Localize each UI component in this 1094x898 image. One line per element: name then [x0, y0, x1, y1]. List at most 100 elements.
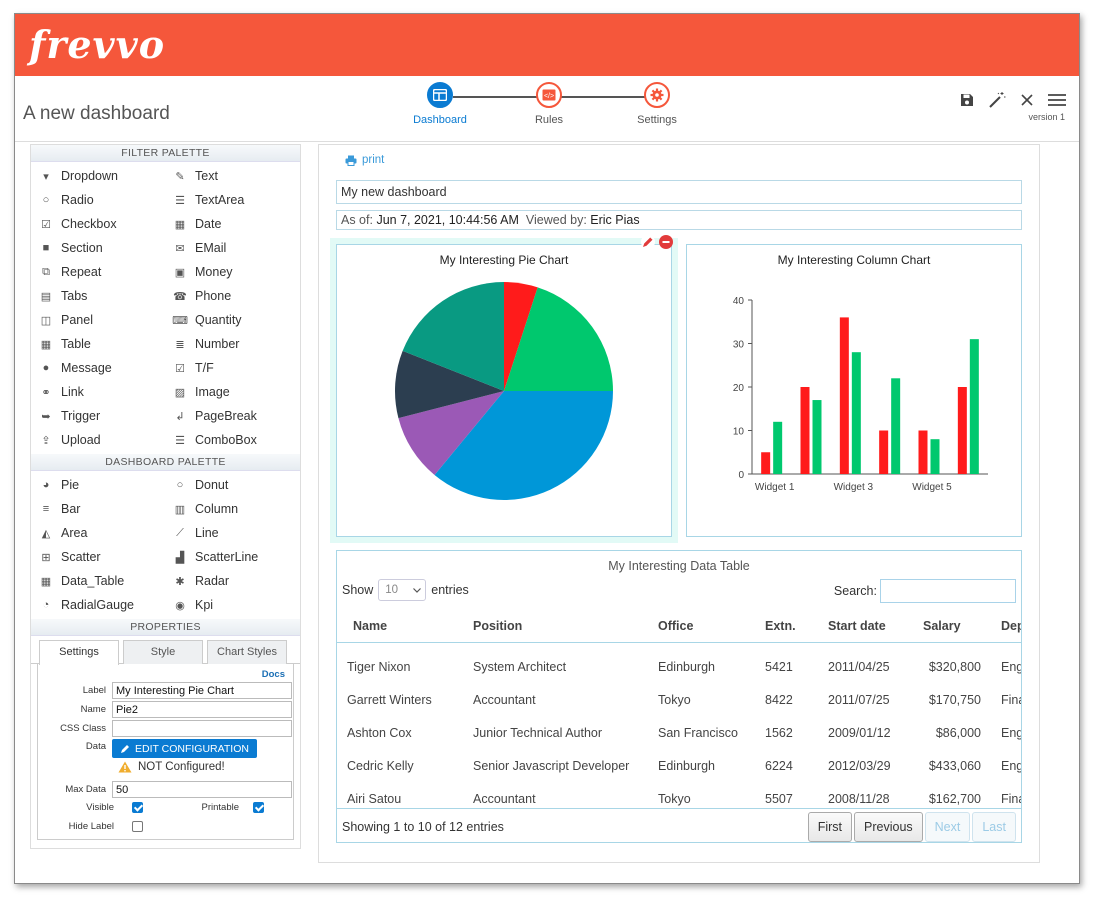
palette-item-email[interactable]: ✉ EMail: [173, 236, 307, 260]
tab-style[interactable]: Style: [123, 640, 203, 664]
step-dashboard[interactable]: Dashboard: [400, 82, 480, 126]
palette-item-number[interactable]: ≣ Number: [173, 332, 307, 356]
palette-item-table[interactable]: ▦ Table: [39, 332, 173, 356]
pie-chart-widget[interactable]: My Interesting Pie Chart: [330, 235, 678, 543]
column-bar-series-1[interactable]: [918, 430, 928, 475]
column-bar-series-2[interactable]: [851, 352, 861, 474]
palette-item-image[interactable]: ▨ Image: [173, 380, 307, 404]
column-header[interactable]: Salary: [913, 611, 991, 643]
palette-item-line[interactable]: ⟋ Line: [173, 521, 307, 545]
column-bar-series-1[interactable]: [879, 430, 889, 475]
printable-checkbox[interactable]: [253, 802, 264, 813]
checkbox-icon: ☑: [41, 218, 51, 231]
name-input[interactable]: [112, 701, 292, 718]
column-header[interactable]: Department: [991, 611, 1021, 643]
palette-item-message[interactable]: ● Message: [39, 356, 173, 380]
palette-item-column[interactable]: ▥ Column: [173, 497, 307, 521]
palette-item-repeat[interactable]: ⧉ Repeat: [39, 260, 173, 284]
palette-item-dropdown[interactable]: ▾ Dropdown: [39, 164, 173, 188]
palette-item-radio[interactable]: ○ Radio: [39, 188, 173, 212]
palette-item-scatterline[interactable]: ▟ ScatterLine: [173, 545, 307, 569]
palette-item-donut[interactable]: ○ Donut: [173, 473, 307, 497]
entries-select[interactable]: 10: [378, 579, 427, 601]
palette-item-phone[interactable]: ☎ Phone: [173, 284, 307, 308]
x-tick-label: Widget 1: [755, 482, 795, 493]
save-icon[interactable]: [957, 90, 977, 110]
pie-slice-4[interactable]: [398, 391, 504, 475]
pie-slice-5[interactable]: [395, 350, 504, 419]
step-settings[interactable]: Settings: [617, 82, 697, 126]
magic-wand-icon[interactable]: [987, 90, 1007, 110]
palette-item-pie[interactable]: ◕ Pie: [39, 473, 173, 497]
palette-item-combobox[interactable]: ☰ ComboBox: [173, 428, 307, 452]
pie-slice-6[interactable]: [402, 282, 504, 391]
palette-item-section[interactable]: ■ Section: [39, 236, 173, 260]
edit-pencil-icon[interactable]: [641, 235, 655, 249]
menu-icon[interactable]: [1047, 90, 1067, 110]
palette-item-bar[interactable]: ≡ Bar: [39, 497, 173, 521]
search-input[interactable]: [880, 579, 1016, 603]
dropdown-icon: ▾: [43, 170, 49, 183]
palette-item-t-f[interactable]: ☑ T/F: [173, 356, 307, 380]
palette-item-textarea[interactable]: ☰ TextArea: [173, 188, 307, 212]
palette-item-kpi[interactable]: ◉ Kpi: [173, 593, 307, 617]
pie-slice-2[interactable]: [504, 287, 613, 391]
column-chart-widget[interactable]: My Interesting Column Chart 0 10 20 30 40 Wid…: [686, 244, 1022, 537]
dashboard-name-field[interactable]: My new dashboard: [336, 180, 1022, 204]
close-icon[interactable]: [1017, 90, 1037, 110]
label-input[interactable]: [112, 682, 292, 699]
column-header[interactable]: Start date: [818, 611, 913, 643]
column-header[interactable]: Name: [337, 611, 463, 643]
palette-item-area[interactable]: ◭ Area: [39, 521, 173, 545]
next-page-button[interactable]: Next: [924, 812, 971, 842]
palette-item-radialgauge[interactable]: ◔ RadialGauge: [39, 593, 173, 617]
palette-item-trigger[interactable]: ➥ Trigger: [39, 404, 173, 428]
entries-value: 10: [385, 584, 399, 596]
palette-item-label: Bar: [61, 502, 81, 516]
docs-link[interactable]: Docs: [261, 669, 285, 680]
palette-item-label: Phone: [195, 289, 232, 303]
palette-item-data-table[interactable]: ▦ Data_Table: [39, 569, 173, 593]
column-bar-series-2[interactable]: [812, 400, 822, 474]
palette-item-checkbox[interactable]: ☑ Checkbox: [39, 212, 173, 236]
column-bar-series-1[interactable]: [839, 317, 849, 474]
palette-item-text[interactable]: ✎ Text: [173, 164, 307, 188]
table-title: My Interesting Data Table: [608, 559, 750, 573]
palette-item-pagebreak[interactable]: ↲ PageBreak: [173, 404, 307, 428]
hide-label-checkbox[interactable]: [132, 821, 143, 832]
column-header[interactable]: Extn.: [755, 611, 818, 643]
palette-item-money[interactable]: ▣ Money: [173, 260, 307, 284]
palette-item-radar[interactable]: ✱ Radar: [173, 569, 307, 593]
remove-icon[interactable]: [659, 235, 673, 249]
column-bar-series-1[interactable]: [800, 387, 810, 474]
step-rules[interactable]: </> Rules: [509, 82, 589, 126]
pie-slice-3[interactable]: [434, 391, 613, 500]
edit-configuration-button[interactable]: EDIT CONFIGURATION: [112, 739, 257, 758]
previous-page-button[interactable]: Previous: [854, 812, 923, 842]
last-page-button[interactable]: Last: [972, 812, 1016, 842]
tab-chart-styles[interactable]: Chart Styles: [207, 640, 287, 664]
column-bar-series-2[interactable]: [969, 339, 979, 474]
dashboard-icon: [427, 82, 453, 108]
column-bar-series-1[interactable]: [761, 452, 771, 474]
column-bar-series-1[interactable]: [957, 387, 967, 474]
column-bar-series-2[interactable]: [930, 439, 940, 474]
tab-settings[interactable]: Settings: [39, 640, 119, 665]
palette-item-link[interactable]: ⚭ Link: [39, 380, 173, 404]
palette-item-panel[interactable]: ◫ Panel: [39, 308, 173, 332]
visible-checkbox[interactable]: [132, 802, 143, 813]
column-header[interactable]: Position: [463, 611, 648, 643]
max-data-input[interactable]: [112, 781, 292, 798]
palette-item-tabs[interactable]: ▤ Tabs: [39, 284, 173, 308]
palette-item-quantity[interactable]: ⌨ Quantity: [172, 308, 307, 332]
column-bar-series-2[interactable]: [891, 378, 901, 474]
column-header[interactable]: Office: [648, 611, 755, 643]
css-class-input[interactable]: [112, 720, 292, 737]
palette-item-scatter[interactable]: ⊞ Scatter: [39, 545, 173, 569]
palette-item-upload[interactable]: ⇪ Upload: [39, 428, 173, 452]
column-bar-series-2[interactable]: [773, 421, 783, 474]
first-page-button[interactable]: First: [807, 812, 853, 842]
print-link[interactable]: print: [345, 154, 384, 166]
palette-item-date[interactable]: ▦ Date: [173, 212, 307, 236]
pie-slice-1[interactable]: [504, 282, 538, 391]
